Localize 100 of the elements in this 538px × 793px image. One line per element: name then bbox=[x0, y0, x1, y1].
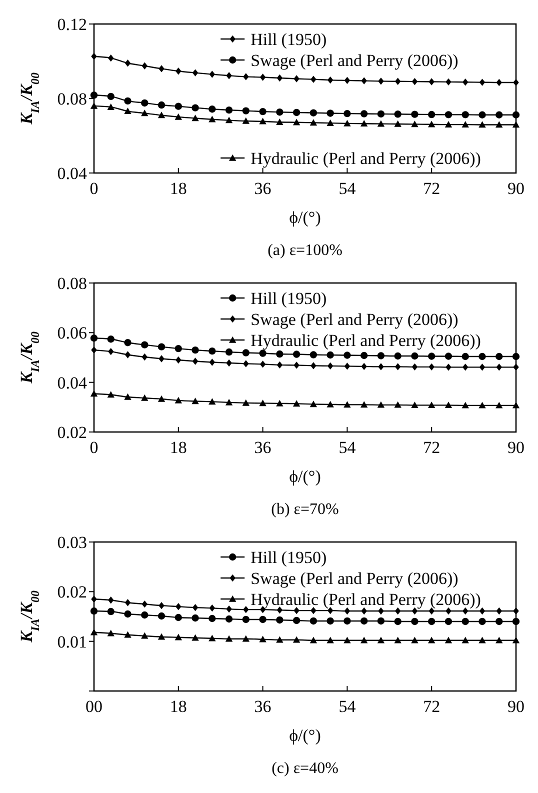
point bbox=[428, 78, 434, 86]
point bbox=[444, 111, 452, 118]
point bbox=[192, 114, 199, 122]
point bbox=[124, 60, 131, 67]
y-tick-label: 0.02 bbox=[57, 422, 87, 442]
point bbox=[174, 396, 182, 404]
point bbox=[208, 398, 216, 405]
point bbox=[292, 118, 300, 126]
point bbox=[462, 402, 469, 408]
point bbox=[496, 78, 502, 86]
point bbox=[158, 602, 164, 610]
y-tick-label: 0.03 bbox=[57, 532, 87, 552]
y-tick-label: 0.12 bbox=[57, 14, 87, 34]
point bbox=[276, 636, 284, 643]
point bbox=[411, 352, 418, 360]
point bbox=[176, 68, 182, 75]
point bbox=[124, 393, 132, 400]
point bbox=[242, 349, 250, 356]
point bbox=[242, 635, 250, 642]
text: (b) ε=70% bbox=[271, 501, 339, 518]
point bbox=[208, 634, 216, 642]
point bbox=[496, 352, 503, 360]
point bbox=[360, 120, 368, 127]
point bbox=[310, 119, 318, 126]
y-tick-label: 0.08 bbox=[57, 89, 87, 108]
point bbox=[158, 633, 166, 640]
point bbox=[243, 606, 249, 614]
point bbox=[192, 69, 198, 76]
point bbox=[428, 402, 436, 408]
point bbox=[158, 355, 164, 362]
point bbox=[496, 121, 503, 128]
point bbox=[243, 73, 249, 80]
point bbox=[326, 400, 334, 408]
point bbox=[360, 110, 368, 118]
point bbox=[192, 358, 198, 365]
y-tick-label: 0.02 bbox=[57, 582, 87, 602]
legend-label: Hydraulic (Perl and Perry (2006)) bbox=[250, 148, 481, 168]
point bbox=[192, 104, 199, 112]
point bbox=[108, 54, 114, 62]
point bbox=[292, 400, 300, 407]
y-tick-label: 0.01 bbox=[57, 632, 87, 652]
point bbox=[158, 612, 166, 620]
x-tick-label: 90 bbox=[508, 438, 524, 457]
point bbox=[344, 120, 351, 126]
point bbox=[377, 110, 385, 118]
y-tick-label: 0.08 bbox=[57, 274, 87, 293]
point bbox=[107, 630, 114, 636]
x-axis-title: ϕ/(°) bbox=[289, 208, 321, 227]
point bbox=[108, 596, 114, 604]
point bbox=[360, 617, 368, 625]
point bbox=[444, 618, 452, 626]
point bbox=[462, 636, 469, 644]
point bbox=[260, 360, 266, 368]
point bbox=[158, 112, 166, 118]
point bbox=[310, 636, 318, 644]
point bbox=[124, 610, 132, 618]
text: (c) ε=40% bbox=[272, 760, 338, 777]
point bbox=[378, 78, 384, 85]
point bbox=[107, 92, 114, 100]
point bbox=[361, 77, 367, 84]
point bbox=[360, 401, 368, 408]
point bbox=[141, 110, 148, 116]
point bbox=[192, 634, 199, 641]
x-tick-label: 90 bbox=[508, 697, 524, 716]
point bbox=[478, 618, 486, 626]
point bbox=[344, 110, 351, 118]
y-tick-label: 0.04 bbox=[57, 164, 88, 183]
point bbox=[378, 607, 384, 615]
point bbox=[326, 110, 334, 117]
point bbox=[294, 75, 300, 82]
point bbox=[344, 617, 351, 625]
point bbox=[377, 617, 385, 625]
point bbox=[107, 608, 114, 616]
legend-label: Hill (1950) bbox=[250, 288, 327, 308]
point bbox=[310, 362, 316, 370]
point bbox=[124, 598, 131, 606]
point bbox=[208, 106, 216, 113]
point bbox=[377, 352, 385, 360]
point bbox=[174, 614, 182, 622]
point bbox=[377, 120, 385, 127]
point bbox=[208, 347, 216, 355]
point bbox=[243, 360, 249, 368]
point bbox=[444, 120, 452, 128]
point bbox=[225, 635, 233, 642]
point bbox=[294, 362, 300, 369]
point bbox=[124, 351, 131, 358]
point bbox=[259, 118, 266, 124]
y-tick-label: 0.04 bbox=[57, 373, 88, 392]
point bbox=[192, 346, 199, 354]
x-axis-title: ϕ/(°) bbox=[289, 467, 321, 486]
point bbox=[412, 78, 418, 86]
point bbox=[377, 401, 385, 408]
point bbox=[462, 364, 468, 371]
point bbox=[176, 602, 182, 610]
x-tick-label: 18 bbox=[170, 438, 187, 457]
point bbox=[462, 120, 469, 128]
point bbox=[209, 358, 216, 366]
point bbox=[242, 107, 250, 114]
point bbox=[411, 110, 418, 118]
point bbox=[361, 362, 367, 370]
